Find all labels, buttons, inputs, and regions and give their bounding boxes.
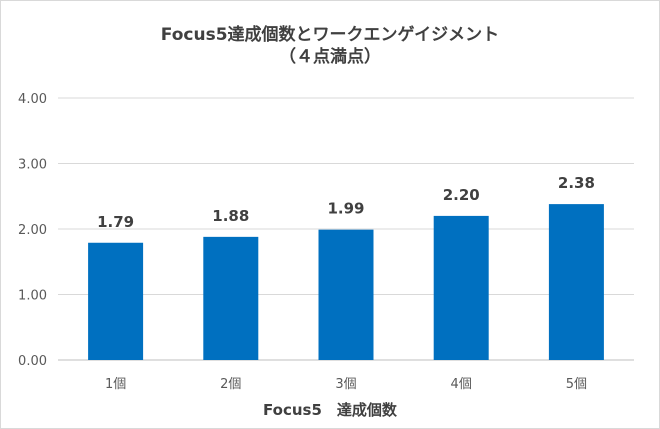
bar <box>433 215 489 360</box>
y-tick-label: 2.00 <box>18 223 47 238</box>
bar <box>88 242 144 360</box>
y-tick-label: 0.00 <box>18 354 47 369</box>
bar <box>203 236 259 360</box>
data-label: 1.88 <box>212 207 249 225</box>
x-tick-label: 3個 <box>335 377 356 392</box>
x-tick-label: 5個 <box>566 377 587 392</box>
y-tick-label: 4.00 <box>18 92 47 107</box>
data-label: 2.38 <box>558 174 595 192</box>
bar <box>548 204 604 360</box>
data-label: 1.99 <box>327 200 364 218</box>
data-label: 2.20 <box>443 186 480 204</box>
chart-title: Focus5達成個数とワークエンゲイジメント <box>160 25 500 45</box>
y-tick-label: 3.00 <box>18 158 47 173</box>
x-tick-label: 2個 <box>220 377 241 392</box>
data-label: 1.79 <box>97 213 134 231</box>
chart-subtitle: （４点満点） <box>279 47 381 67</box>
x-axis-title: Focus5 達成個数 <box>263 401 397 419</box>
bar <box>318 229 374 360</box>
x-tick-label: 1個 <box>105 377 126 392</box>
y-tick-label: 1.00 <box>18 289 47 304</box>
x-tick-label: 4個 <box>451 377 472 392</box>
